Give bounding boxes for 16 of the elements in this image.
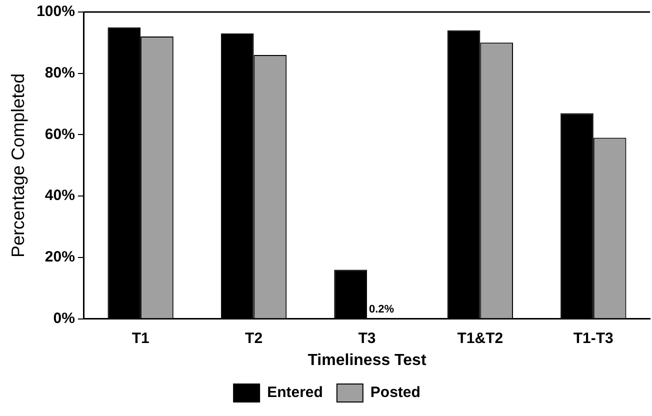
y-axis-title: Percentage Completed: [8, 73, 28, 258]
y-tick-label: 20%: [44, 248, 75, 266]
data-label: 0.2%: [368, 304, 394, 316]
y-tick-label: 80%: [44, 64, 75, 82]
x-tick-label: T3: [358, 330, 376, 347]
x-tick-label: T1: [132, 330, 150, 347]
x-tick-label: T2: [245, 330, 263, 347]
y-tick-label: 60%: [44, 126, 75, 143]
y-tick-label: 0%: [53, 310, 75, 327]
legend-label: Posted: [370, 384, 420, 402]
y-tick-label: 100%: [36, 3, 75, 20]
x-axis-title: Timeliness Test: [308, 352, 427, 369]
x-tick-label: T1-T3: [573, 330, 614, 347]
y-tick-label: 40%: [44, 187, 75, 204]
legend-label: Entered: [267, 384, 323, 402]
x-tick-label: T1&T2: [457, 330, 504, 347]
